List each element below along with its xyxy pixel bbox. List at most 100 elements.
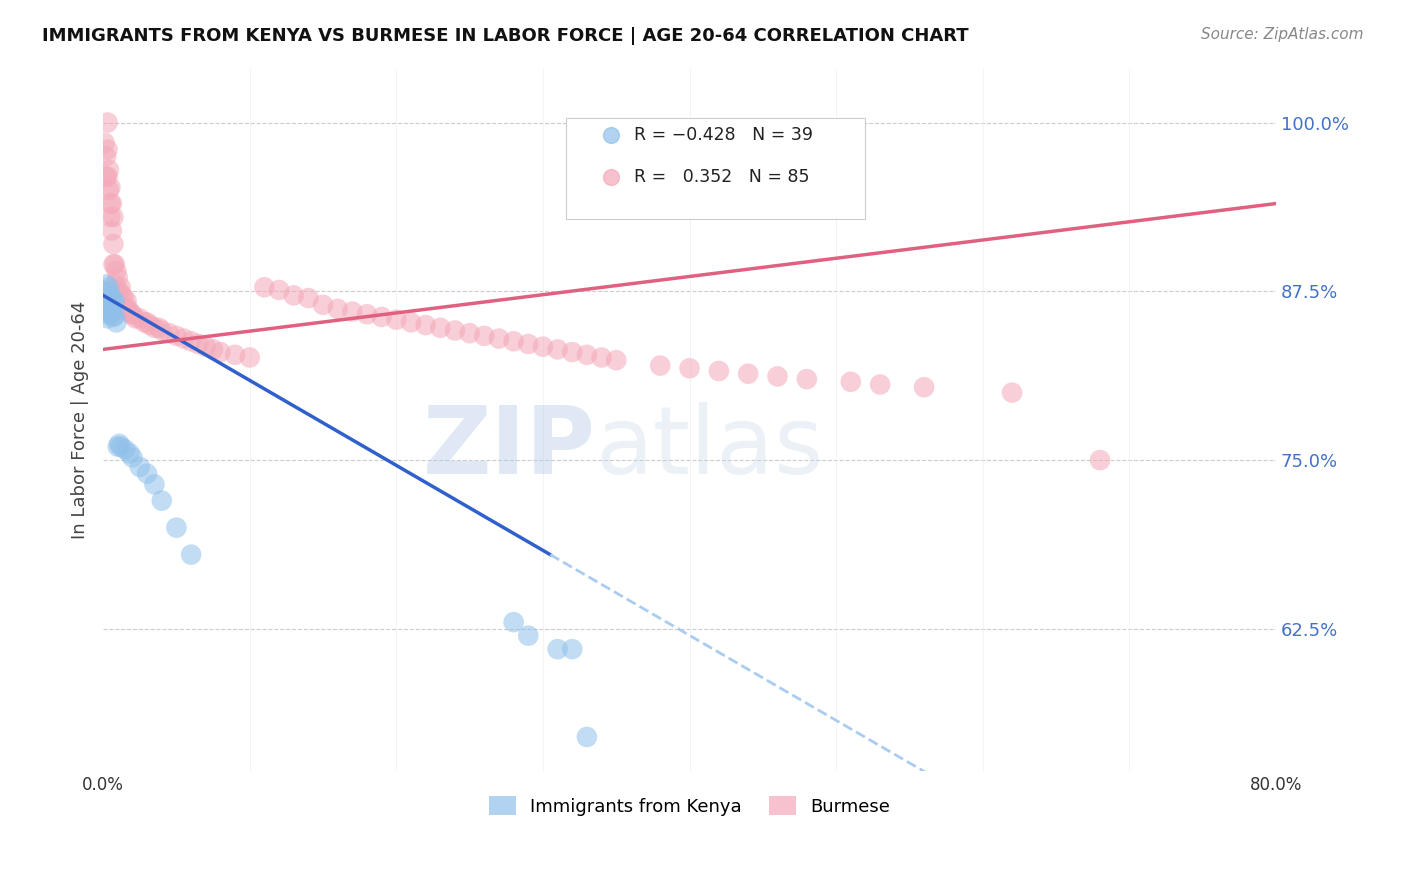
Point — [101, 301, 124, 316]
Point — [326, 301, 349, 316]
Point — [100, 288, 122, 302]
Point — [96, 291, 118, 305]
Point — [107, 291, 129, 305]
Point — [342, 304, 364, 318]
Legend: Immigrants from Kenya, Burmese: Immigrants from Kenya, Burmese — [479, 788, 900, 825]
Point — [94, 169, 117, 184]
Point — [150, 323, 173, 337]
Point — [101, 196, 124, 211]
Point — [111, 288, 134, 302]
Point — [121, 307, 143, 321]
Point — [100, 298, 122, 312]
Point — [488, 332, 510, 346]
Point — [105, 285, 128, 299]
Point — [120, 307, 142, 321]
Point — [727, 244, 749, 258]
Point — [839, 375, 862, 389]
Point — [575, 730, 598, 744]
Point — [180, 548, 202, 562]
Point — [531, 340, 554, 354]
Point — [96, 311, 118, 326]
Point — [107, 270, 129, 285]
Point — [114, 442, 136, 457]
Point — [517, 337, 540, 351]
Point — [93, 136, 115, 150]
Point — [678, 361, 700, 376]
Point — [118, 304, 141, 318]
Point — [103, 293, 125, 308]
Point — [224, 348, 246, 362]
Point — [370, 310, 392, 324]
Point — [101, 223, 124, 237]
Point — [356, 307, 378, 321]
Point — [98, 183, 121, 197]
Point — [96, 169, 118, 184]
Point — [472, 329, 495, 343]
Point — [128, 459, 150, 474]
Point — [202, 343, 225, 357]
Point — [1088, 453, 1111, 467]
Point — [105, 264, 128, 278]
Point — [575, 348, 598, 362]
Point — [98, 291, 121, 305]
Point — [150, 493, 173, 508]
Point — [385, 312, 408, 326]
Point — [458, 326, 481, 341]
Point — [103, 257, 125, 271]
Point — [283, 288, 305, 302]
Point — [502, 615, 524, 629]
Point — [727, 325, 749, 339]
Point — [737, 367, 759, 381]
Point — [312, 298, 335, 312]
Point — [100, 210, 122, 224]
Point — [136, 315, 159, 329]
Point — [107, 440, 129, 454]
Text: R = −0.428   N = 39: R = −0.428 N = 39 — [634, 127, 814, 145]
Point — [591, 351, 613, 365]
Point — [194, 340, 217, 354]
Point — [100, 307, 122, 321]
Point — [114, 301, 136, 316]
Point — [104, 257, 127, 271]
Point — [297, 291, 319, 305]
Point — [239, 351, 262, 365]
Point — [103, 310, 125, 324]
Point — [104, 277, 127, 292]
Point — [517, 629, 540, 643]
Point — [94, 149, 117, 163]
Point — [93, 285, 115, 299]
Point — [187, 337, 209, 351]
Point — [139, 318, 162, 332]
Point — [650, 359, 672, 373]
Y-axis label: In Labor Force | Age 20-64: In Labor Force | Age 20-64 — [72, 301, 89, 539]
Point — [143, 477, 166, 491]
Point — [253, 280, 276, 294]
Point — [136, 467, 159, 481]
Point — [103, 237, 125, 252]
Point — [96, 143, 118, 157]
Point — [143, 320, 166, 334]
Point — [209, 345, 232, 359]
Point — [124, 311, 146, 326]
Point — [94, 277, 117, 292]
Point — [180, 334, 202, 349]
Point — [100, 180, 122, 194]
Point — [96, 285, 118, 299]
Point — [108, 301, 131, 316]
FancyBboxPatch shape — [567, 118, 866, 219]
Point — [502, 334, 524, 349]
Point — [104, 309, 127, 323]
Point — [94, 307, 117, 321]
Point — [128, 311, 150, 326]
Point — [108, 285, 131, 299]
Point — [115, 293, 138, 308]
Point — [157, 326, 180, 341]
Point — [399, 315, 422, 329]
Point — [118, 446, 141, 460]
Point — [94, 293, 117, 308]
Point — [796, 372, 818, 386]
Point — [101, 291, 124, 305]
Point — [605, 353, 627, 368]
Point — [98, 162, 121, 177]
Point — [98, 280, 121, 294]
